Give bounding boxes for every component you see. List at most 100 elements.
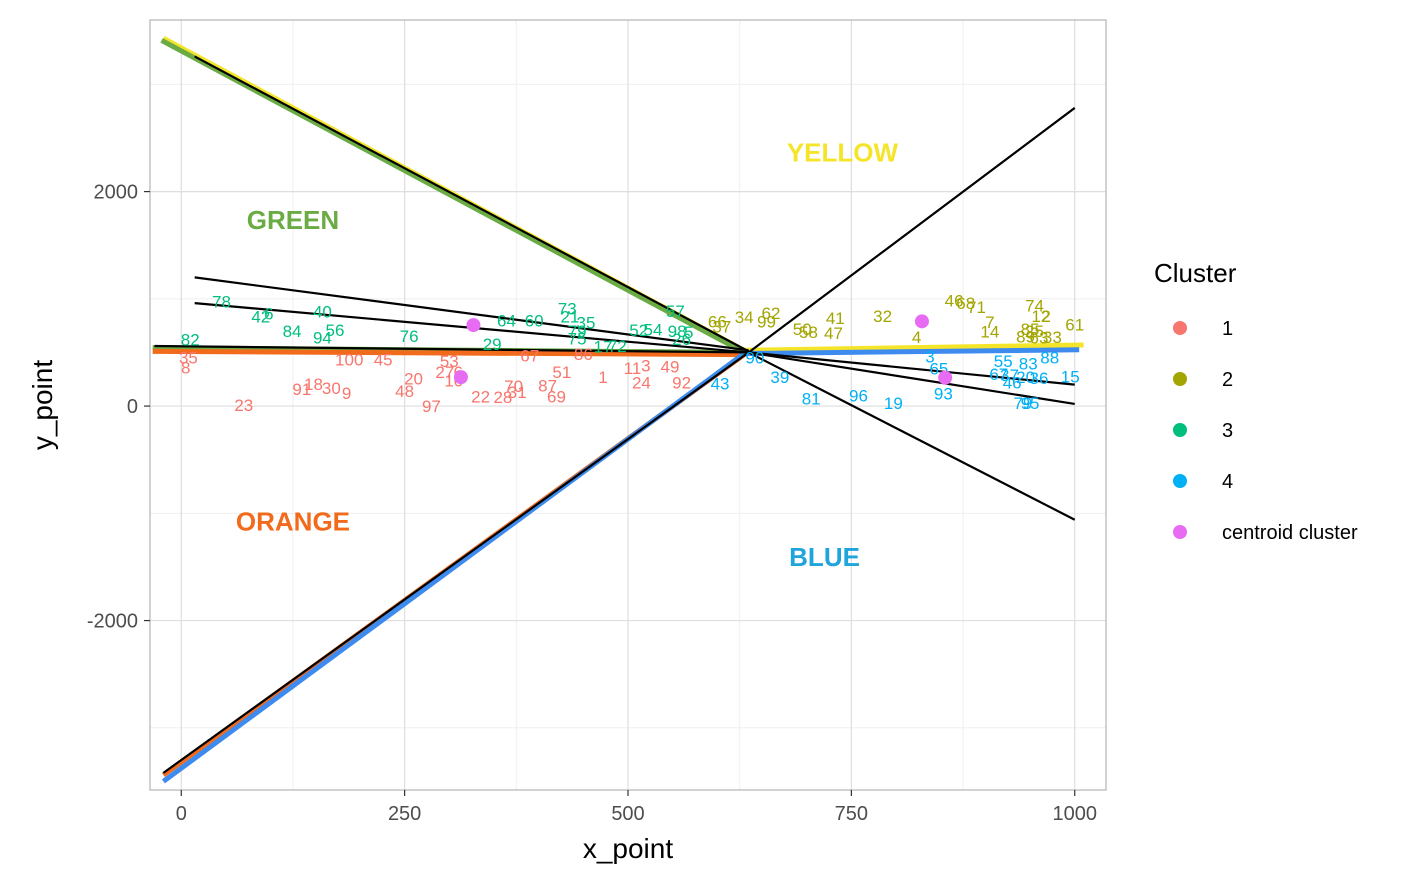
x-tick-label: 0 [176, 803, 187, 825]
point-label-cluster-2: 50 [793, 320, 812, 339]
point-label-cluster-3: 26 [672, 330, 691, 349]
centroid-point [466, 318, 481, 333]
point-label-cluster-2: 7 [985, 313, 994, 332]
point-label-cluster-1: 70 [504, 377, 523, 396]
point-label-cluster-1: 1 [598, 368, 607, 387]
legend-label-4: 4 [1222, 471, 1233, 493]
legend-label-1: 1 [1222, 318, 1233, 340]
legend-label-3: 3 [1222, 420, 1233, 442]
point-label-cluster-2: 25 [1025, 322, 1044, 341]
centroid-markers [453, 314, 953, 385]
black-line [154, 344, 749, 354]
point-label-cluster-2: 33 [1043, 328, 1062, 347]
black-line [748, 351, 1075, 386]
point-label-cluster-3: 78 [212, 293, 231, 312]
point-label-cluster-1: 67 [520, 347, 539, 366]
black-line [162, 351, 750, 774]
region-line-blue [161, 347, 1080, 784]
point-label-cluster-3: 60 [525, 311, 544, 330]
point-label-cluster-1: 49 [661, 357, 680, 376]
point-label-cluster-4: 79 [1013, 394, 1032, 413]
point-label-cluster-1: 28 [493, 388, 512, 407]
point-label-cluster-4: 83 [1019, 355, 1038, 374]
point-label-cluster-2: 74 [1025, 296, 1044, 315]
black-line [748, 351, 1076, 521]
point-label-cluster-1: 92 [672, 373, 691, 392]
legend-key-2 [1173, 372, 1187, 386]
point-label-cluster-1: 8 [181, 358, 190, 377]
point-label-cluster-3: 40 [313, 303, 332, 322]
point-label-cluster-3: 56 [325, 321, 344, 340]
region-label-orange: ORANGE [236, 506, 350, 536]
point-label-cluster-1: 100 [335, 350, 363, 369]
point-label-cluster-2: 85 [1021, 320, 1040, 339]
point-label-cluster-4: 15 [1061, 368, 1080, 387]
point-label-cluster-1: 22 [471, 387, 490, 406]
point-label-cluster-3: 17 [594, 338, 613, 357]
centroid-point [914, 314, 929, 329]
point-label-cluster-1: 20 [404, 370, 423, 389]
legend-title: Cluster [1154, 258, 1237, 288]
point-label-cluster-1: 18 [304, 375, 323, 394]
point-label-cluster-4: 90 [745, 348, 764, 367]
point-label-cluster-4: 36 [1030, 369, 1049, 388]
point-label-cluster-1: 69 [547, 387, 566, 406]
x-tick-label: 1000 [1052, 803, 1097, 825]
point-label-cluster-2: 12 [1031, 307, 1050, 326]
point-label-cluster-3: 79 [568, 322, 587, 341]
panel-grid [150, 20, 1106, 790]
point-label-cluster-3: 94 [313, 328, 332, 347]
point-label-cluster-1: 48 [395, 382, 414, 401]
point-label-cluster-4: 37 [1000, 366, 1019, 385]
point-label-cluster-4: 96 [849, 386, 868, 405]
point-label-cluster-4: 95 [1021, 394, 1040, 413]
point-label-cluster-2: 37 [712, 318, 731, 337]
point-label-cluster-4: 93 [934, 385, 953, 404]
point-label-cluster-3: 82 [181, 331, 200, 350]
point-label-cluster-2: 89 [1016, 327, 1035, 346]
point-label-cluster-2: 32 [873, 307, 892, 326]
point-label-cluster-3: 42 [251, 308, 270, 327]
point-label-cluster-4: 19 [884, 394, 903, 413]
black-line [194, 276, 749, 352]
point-label-cluster-2: 99 [757, 312, 776, 331]
y-tick-label: -2000 [87, 611, 138, 633]
point-label-cluster-3: 54 [644, 320, 663, 339]
y-axis-title: y_point [27, 360, 58, 451]
point-label-cluster-3: 64 [497, 311, 516, 330]
y-tick-label: 0 [127, 396, 138, 418]
point-label-cluster-2: 58 [799, 323, 818, 342]
point-label-cluster-1: 91 [292, 380, 311, 399]
point-label-cluster-1: 86 [574, 345, 593, 364]
point-label-cluster-4: 3 [925, 348, 934, 367]
point-label-cluster-3: 29 [483, 335, 502, 354]
point-label-cluster-4: 67 [989, 365, 1008, 384]
point-label-cluster-1: 27 [435, 363, 454, 382]
centroid-point [938, 370, 953, 385]
point-label-cluster-4: 55 [994, 352, 1013, 371]
legend-label-5: centroid cluster [1222, 522, 1358, 544]
point-label-cluster-4: 46 [1003, 373, 1022, 392]
legend-key-5 [1173, 525, 1187, 539]
point-label-cluster-1: 3 [641, 356, 650, 375]
legend-key-1 [1173, 321, 1187, 335]
y-tick-label: 2000 [94, 182, 139, 204]
point-label-cluster-2: 14 [980, 323, 999, 342]
point-label-cluster-1: 24 [632, 373, 651, 392]
point-label-cluster-3: 76 [400, 327, 419, 346]
point-label-cluster-2: 47 [824, 324, 843, 343]
point-label-cluster-1: 31 [508, 383, 527, 402]
point-label-cluster-2: 46 [945, 291, 964, 310]
point-label-cluster-3: 35 [577, 313, 596, 332]
point-label-cluster-4: 88 [1040, 348, 1059, 367]
point-label-cluster-1: 35 [179, 348, 198, 367]
point-label-cluster-1: 45 [374, 350, 393, 369]
x-tick-label: 750 [835, 803, 868, 825]
point-label-cluster-2: 71 [967, 298, 986, 317]
point-label-cluster-1: 30 [322, 379, 341, 398]
region-label-green: GREEN [247, 205, 339, 235]
y-axis-ticks: -2000 0 2000 [87, 182, 150, 633]
point-label-cluster-3: 21 [560, 308, 579, 327]
